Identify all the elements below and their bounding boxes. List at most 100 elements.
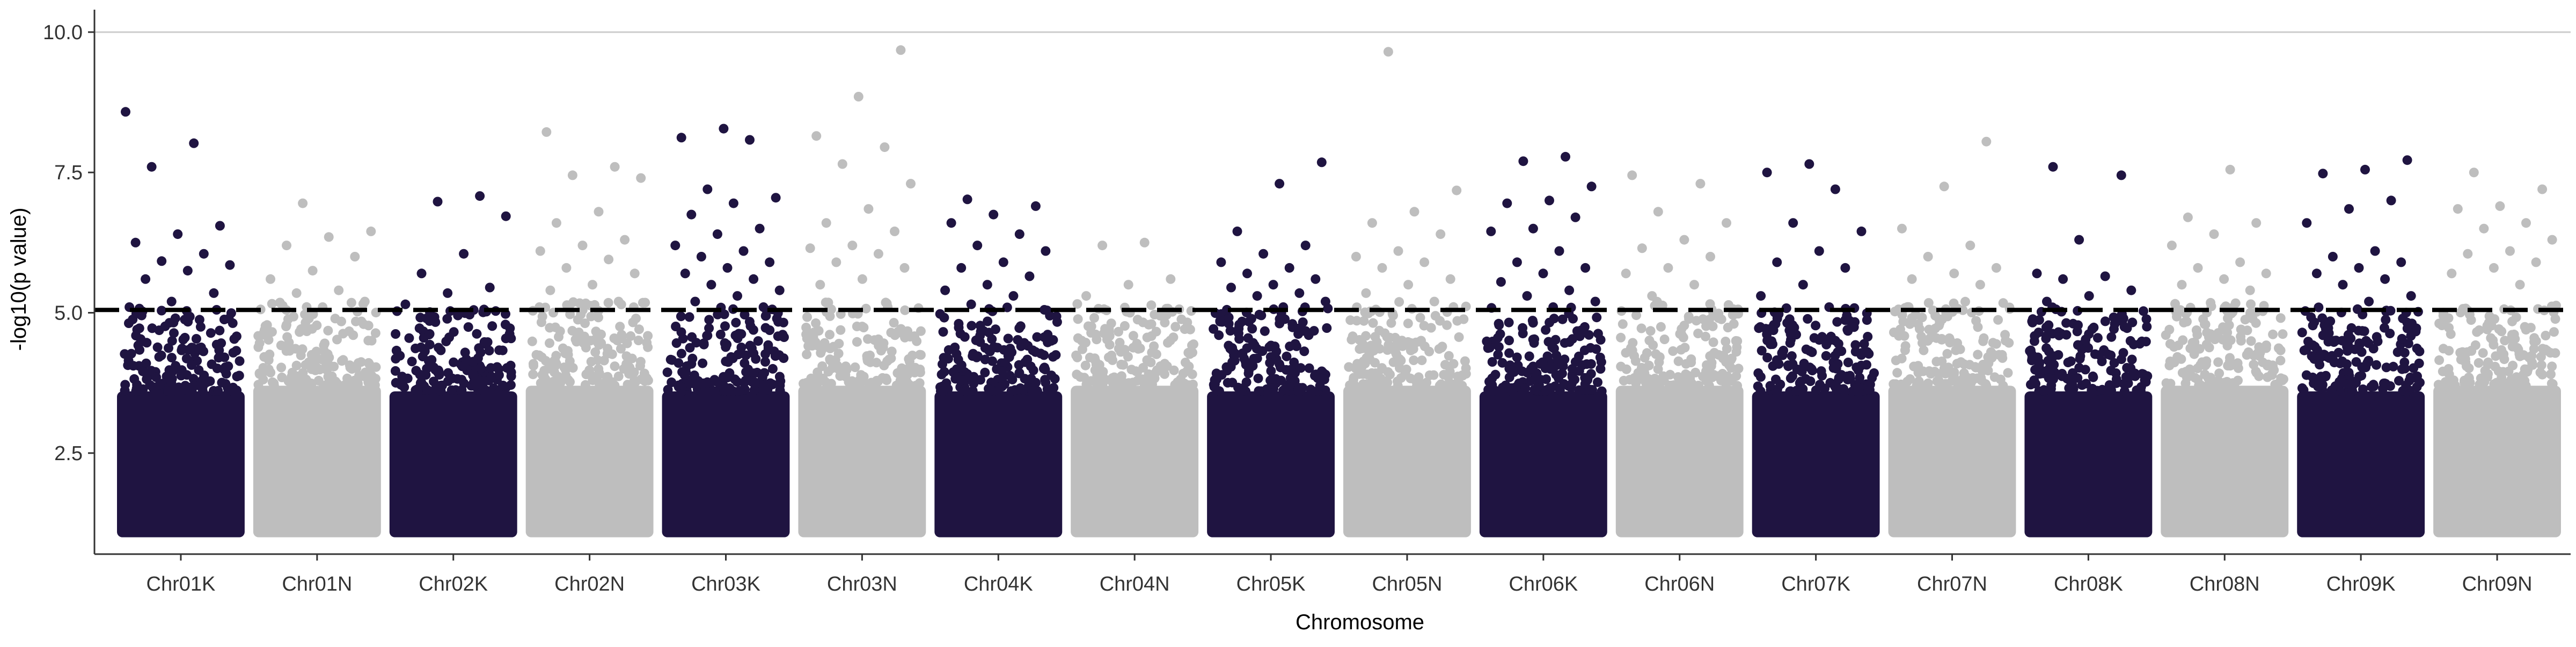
- chromosome-chr09n: [2433, 168, 2561, 537]
- snp-point: [684, 379, 694, 389]
- snp-point: [823, 297, 833, 308]
- snp-point: [749, 368, 759, 379]
- snp-point: [348, 330, 358, 340]
- x-tick-label: Chr05K: [1236, 573, 1306, 595]
- snp-point: [1576, 325, 1586, 336]
- snp-point: [1595, 352, 1605, 362]
- snp-point: [1914, 376, 1924, 387]
- snp-point: [313, 375, 324, 386]
- snp-point: [1182, 317, 1192, 328]
- snp-point: [613, 371, 624, 381]
- snp-point: [834, 339, 844, 348]
- snp-point: [2278, 329, 2288, 339]
- snp-point: [590, 347, 601, 357]
- snp-point: [1729, 319, 1739, 329]
- snp-peak-point: [350, 252, 360, 261]
- snp-point: [1497, 358, 1507, 368]
- snp-point: [277, 372, 287, 382]
- snp-point: [2380, 323, 2389, 333]
- snp-point: [1359, 316, 1369, 326]
- snp-point: [1276, 362, 1285, 373]
- snp-peak-point: [1268, 280, 1278, 290]
- x-tick-label: Chr03N: [827, 573, 897, 595]
- snp-point: [2363, 355, 2374, 366]
- snp-point: [1726, 355, 1736, 365]
- snp-point: [1118, 377, 1128, 387]
- snp-point: [1415, 312, 1425, 323]
- chromosome-chr08k: [2024, 162, 2153, 537]
- snp-peak-point: [1242, 268, 1252, 279]
- snp-dense-block: [117, 391, 245, 537]
- snp-point: [2504, 366, 2514, 376]
- snp-point: [2443, 364, 2454, 374]
- snp-point: [447, 385, 457, 395]
- snp-peak-point: [1377, 263, 1387, 273]
- snp-point: [2097, 357, 2107, 367]
- snp-point: [912, 336, 922, 346]
- snp-point: [1386, 318, 1396, 328]
- snp-point: [178, 335, 188, 345]
- snp-point: [1147, 347, 1157, 358]
- snp-point: [2490, 361, 2500, 372]
- snp-point: [301, 317, 311, 328]
- snp-point: [2351, 357, 2361, 367]
- snp-point: [1665, 381, 1675, 390]
- snp-point: [2084, 329, 2094, 339]
- snp-point: [817, 361, 828, 371]
- snp-point: [1461, 363, 1471, 373]
- snp-peak-point: [2406, 291, 2416, 301]
- snp-point: [1442, 320, 1452, 330]
- snp-point: [527, 336, 537, 346]
- snp-point: [312, 320, 322, 330]
- snp-point: [328, 379, 338, 389]
- snp-point: [407, 357, 417, 367]
- snp-peak-point: [308, 266, 318, 276]
- snp-point: [775, 386, 785, 396]
- snp-peak-point: [1139, 237, 1150, 248]
- snp-point: [1755, 372, 1766, 382]
- snp-peak-point: [774, 285, 785, 295]
- snp-point: [975, 321, 985, 331]
- snp-point: [731, 317, 741, 328]
- snp-point: [453, 310, 463, 321]
- snp-point: [840, 369, 851, 380]
- snp-peak-point: [443, 288, 453, 298]
- snp-peak-point: [956, 263, 967, 273]
- snp-point: [1507, 365, 1518, 375]
- snp-point: [1071, 350, 1081, 360]
- snp-point: [1690, 367, 1701, 377]
- snp-point: [596, 338, 606, 348]
- snp-point: [1495, 329, 1505, 339]
- snp-point: [1718, 370, 1728, 380]
- snp-point: [283, 314, 293, 324]
- snp-point: [425, 339, 435, 350]
- snp-point: [288, 377, 297, 387]
- snp-point: [2180, 379, 2191, 389]
- x-tick-label: Chr07K: [1781, 573, 1850, 595]
- snp-point: [2449, 375, 2458, 386]
- snp-peak-point: [1316, 157, 1327, 168]
- snp-peak-point: [1949, 268, 1959, 279]
- snp-point: [736, 343, 747, 352]
- snp-point: [640, 297, 650, 308]
- snp-point: [897, 329, 908, 339]
- snp-point: [2523, 364, 2533, 374]
- snp-point: [1267, 374, 1277, 384]
- snp-point: [2341, 379, 2351, 389]
- snp-point: [422, 385, 433, 395]
- snp-point: [1541, 385, 1552, 395]
- snp-peak-point: [2515, 280, 2525, 290]
- snp-point: [1183, 347, 1194, 358]
- snp-peak-point: [400, 299, 411, 309]
- snp-point: [338, 329, 348, 339]
- snp-point: [2357, 347, 2367, 357]
- snp-peak-point: [811, 131, 822, 141]
- snp-dense-block: [2161, 386, 2289, 537]
- snp-point: [2233, 375, 2243, 386]
- snp-peak-point: [1275, 179, 1285, 189]
- snp-point: [421, 370, 431, 380]
- snp-point: [1015, 321, 1026, 331]
- snp-point: [2041, 322, 2051, 332]
- snp-point: [2088, 372, 2098, 382]
